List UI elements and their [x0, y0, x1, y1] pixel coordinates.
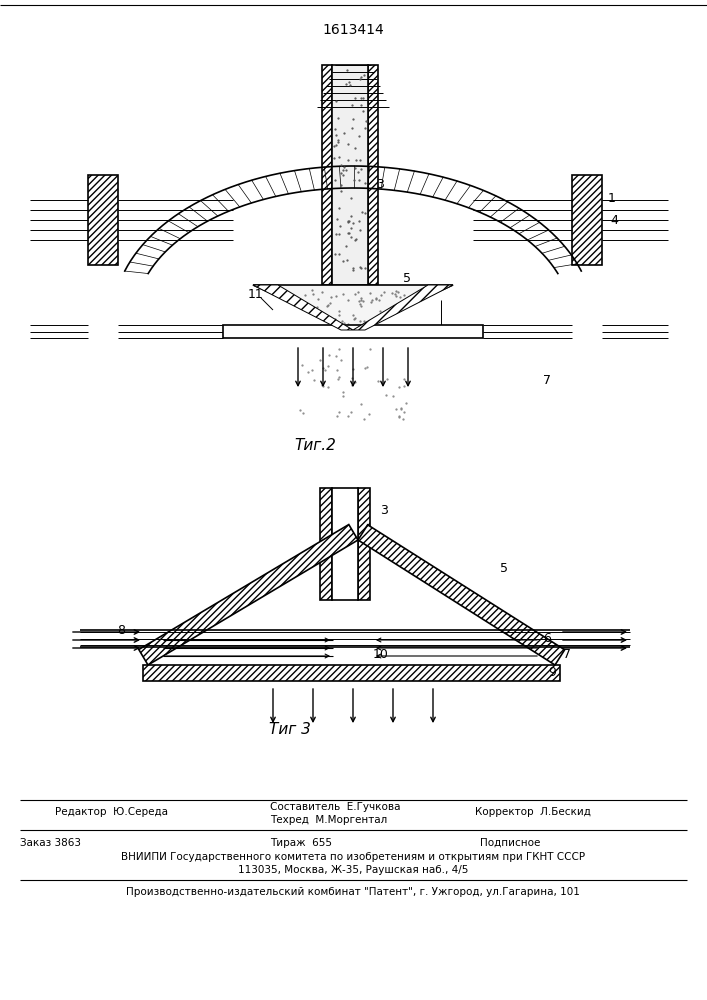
- Text: 1: 1: [608, 192, 616, 205]
- Text: 6: 6: [543, 632, 551, 645]
- Text: Τиг.2: Τиг.2: [294, 438, 336, 452]
- Polygon shape: [143, 665, 560, 681]
- Text: Редактор  Ю.Середа: Редактор Ю.Середа: [55, 807, 168, 817]
- Text: Корректор  Л.Бескид: Корректор Л.Бескид: [475, 807, 591, 817]
- Polygon shape: [322, 65, 332, 285]
- Polygon shape: [358, 525, 565, 665]
- Polygon shape: [332, 488, 358, 600]
- Polygon shape: [139, 525, 358, 665]
- Text: 6: 6: [445, 324, 453, 336]
- Polygon shape: [253, 285, 353, 330]
- Text: ВНИИПИ Государственного комитета по изобретениям и открытиям при ГКНТ СССР: ВНИИПИ Государственного комитета по изоб…: [121, 852, 585, 862]
- Polygon shape: [572, 175, 602, 265]
- Text: 3: 3: [376, 178, 384, 192]
- Text: 8: 8: [117, 624, 125, 637]
- Polygon shape: [320, 488, 332, 600]
- Text: Подписное: Подписное: [480, 838, 540, 848]
- Text: 9: 9: [548, 666, 556, 680]
- Polygon shape: [353, 285, 453, 330]
- Text: Τиг 3: Τиг 3: [269, 722, 311, 738]
- Polygon shape: [332, 65, 368, 285]
- Text: Тираж  655: Тираж 655: [270, 838, 332, 848]
- Polygon shape: [368, 65, 378, 285]
- Text: 4: 4: [610, 214, 618, 227]
- Text: Составитель  Е.Гучкова: Составитель Е.Гучкова: [270, 802, 400, 812]
- Text: 7: 7: [563, 648, 571, 662]
- Text: 113035, Москва, Ж-35, Раушская наб., 4/5: 113035, Москва, Ж-35, Раушская наб., 4/5: [238, 865, 468, 875]
- Polygon shape: [253, 285, 453, 330]
- Text: Техред  М.Моргентал: Техред М.Моргентал: [270, 815, 387, 825]
- Text: 5: 5: [403, 271, 411, 284]
- Polygon shape: [124, 166, 581, 274]
- Text: 7: 7: [543, 373, 551, 386]
- Text: 3: 3: [380, 504, 388, 516]
- Polygon shape: [223, 325, 483, 338]
- Polygon shape: [358, 488, 370, 600]
- Text: Заказ 3863: Заказ 3863: [20, 838, 81, 848]
- Text: 10: 10: [373, 648, 389, 662]
- Text: 5: 5: [500, 562, 508, 574]
- Polygon shape: [88, 175, 118, 265]
- Text: Производственно-издательский комбинат "Патент", г. Ужгород, ул.Гагарина, 101: Производственно-издательский комбинат "П…: [126, 887, 580, 897]
- Text: 1613414: 1613414: [322, 23, 384, 37]
- Text: 11: 11: [248, 288, 264, 302]
